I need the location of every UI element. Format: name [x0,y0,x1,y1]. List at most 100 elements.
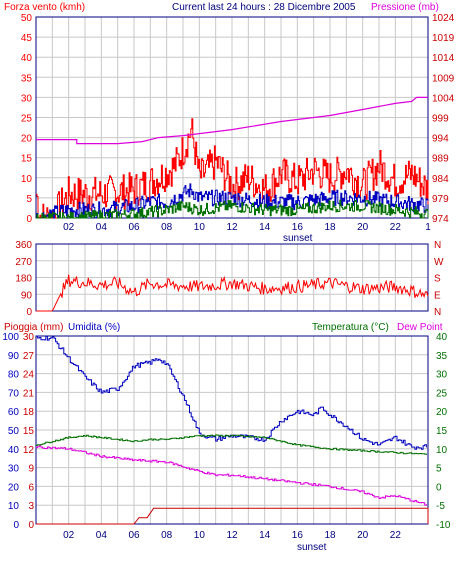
wind-series [36,96,429,219]
humidity-tick-label: 90 [8,351,20,362]
humidity-tick-label: 100 [2,332,19,343]
sunset-label-top: sunset [283,233,313,244]
temp-tick-label: 30 [436,370,448,381]
direction-grid [36,244,429,311]
direction-series [36,274,429,312]
wind-x-ticks: 02 04 06 08 10 12 14 16 18 20 22 1 [63,222,431,233]
direction-degree-label: 0 [26,307,32,318]
temp-tick-label: 25 [436,388,448,399]
wind-x-tick-label: 18 [324,222,336,233]
wind-title: Forza vento (kmh) [4,2,85,13]
weather-x-tick-label: 04 [96,530,108,541]
humidity-tick-label: 60 [8,407,20,418]
rain-tick-label: 12 [23,445,35,456]
rain-tick-label: 21 [23,388,35,399]
direction-cardinal-label: S [434,274,441,285]
weather-x-ticks: 02 04 06 08 10 12 14 16 18 20 22 [63,530,401,541]
rain-tick-label: 30 [23,332,35,343]
wind-x-tick-label: 08 [161,222,173,233]
humidity-tick-label: 30 [8,464,20,475]
weather-x-tick-label: 22 [390,530,402,541]
weather-x-tick-label: 08 [161,530,173,541]
humidity-line [36,335,427,450]
wind-grid [36,17,429,218]
pressure-tick-label: 1004 [432,93,455,104]
wind-x-tick-label: 16 [292,222,304,233]
direction-cardinal-label: N [434,240,441,251]
direction-cardinal-label: E [434,290,441,301]
direction-degree-label: 360 [15,240,32,251]
rain-line [36,507,429,525]
wind-x-tick-label: 02 [63,222,75,233]
wind-tick-label: 20 [21,134,33,145]
rain-tick-label: 6 [28,482,34,493]
weather-series [36,335,429,525]
humidity-tick-label: 40 [8,445,20,456]
pressure-tick-label: 974 [432,214,449,225]
rain-tick-label: 27 [23,351,35,362]
wind-tick-label: 50 [21,13,33,24]
wind-tick-label: 0 [26,214,32,225]
wind-tick-label: 5 [26,194,32,205]
pressure-tick-label: 1024 [432,13,455,24]
wind-tick-label: 15 [21,154,33,165]
temp-tick-label: 20 [436,407,448,418]
pressure-tick-label: 1019 [432,33,455,44]
wind-pressure-panel: Forza vento (kmh) Current last 24 hours … [4,2,455,244]
wind-tick-label: 10 [21,174,33,185]
pressure-tick-label: 984 [432,174,449,185]
wind-gust-line [36,118,429,219]
rain-tick-label: 9 [28,464,34,475]
wind-average-line [36,183,429,219]
temp-tick-label: 40 [436,332,448,343]
wind-min-line [36,199,429,219]
rain-tick-label: 15 [23,426,35,437]
temp-tick-label: 10 [436,445,448,456]
direction-cardinal-label: N [434,307,441,318]
temp-tick-label: 35 [436,351,448,362]
wind-x-tick-label: 20 [357,222,369,233]
humidity-tick-label: 10 [8,501,20,512]
humidity-tick-label: 50 [8,426,20,437]
pressure-tick-label: 1014 [432,53,455,64]
weather-grid [36,336,429,524]
wind-x-tick-label: 12 [226,222,238,233]
weather-x-tick-label: 10 [194,530,206,541]
pressure-tick-label: 979 [432,194,449,205]
rain-title: Pioggia (mm) [4,322,63,333]
wind-plot-frame [35,16,429,219]
wind-direction-line [36,274,429,312]
temp-tick-label: 5 [436,464,442,475]
wind-x-tick-label: 06 [128,222,140,233]
temp-title: Temperatura (°C) [312,322,389,333]
pressure-tick-label: 999 [432,114,449,125]
pressure-axis-ticks: 1024 1019 1014 1009 1004 999 994 989 984 979 974 [432,13,455,225]
pressure-tick-label: 994 [432,134,449,145]
weather-x-tick-label: 16 [292,530,304,541]
humidity-title: Umidita (%) [68,322,120,333]
rain-tick-label: 18 [23,407,35,418]
center-title: Current last 24 hours : 28 Dicembre 2005 [172,2,356,13]
wind-x-tick-label: 1 [425,222,431,233]
rain-humidity-temp-panel: Pioggia (mm) Umidita (%) Temperatura (°C… [2,322,451,553]
temp-tick-label: 0 [436,482,442,493]
direction-cardinal-label: W [434,257,444,268]
wind-x-tick-label: 10 [194,222,206,233]
direction-degree-label: 180 [15,274,32,285]
pressure-title: Pressione (mb) [371,2,439,13]
wind-tick-label: 35 [21,73,33,84]
humidity-tick-label: 0 [13,520,19,531]
wind-x-tick-label: 14 [259,222,271,233]
direction-degree-label: 90 [21,290,33,301]
temp-tick-label: 15 [436,426,448,437]
rain-tick-label: 24 [23,370,35,381]
wind-tick-label: 40 [21,53,33,64]
rain-tick-label: 0 [28,520,34,531]
sunset-label-bottom: sunset [297,542,327,553]
